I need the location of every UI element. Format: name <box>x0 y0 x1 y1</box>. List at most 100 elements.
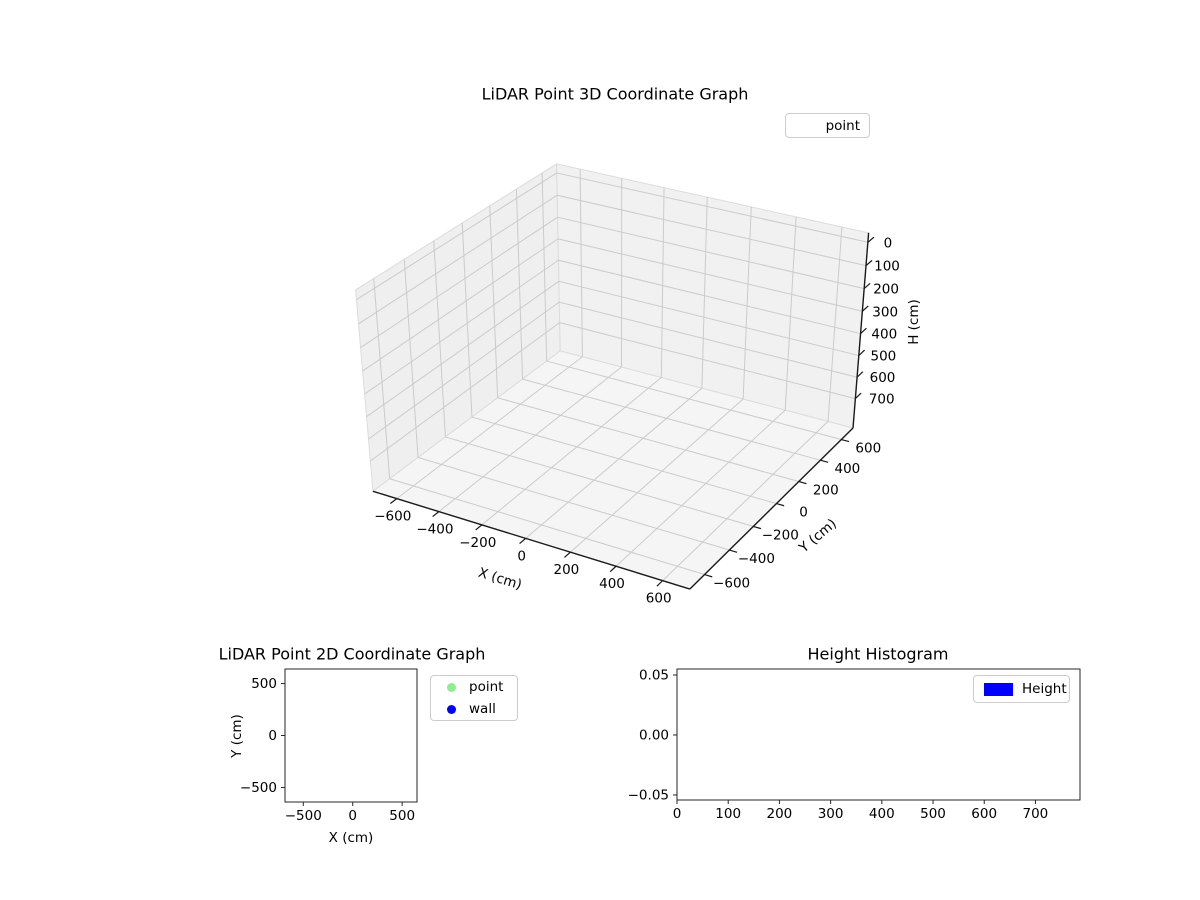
grid-line <box>559 322 856 400</box>
legend-item-wall: wall <box>431 698 517 720</box>
grid-line <box>370 322 560 462</box>
x-tick-label-3d: −600 <box>374 509 411 525</box>
grid-line <box>522 378 821 461</box>
x-tick-label: −500 <box>285 808 322 824</box>
legend-item-height: Height <box>974 678 1069 700</box>
y-tick-label-3d: 200 <box>813 483 839 499</box>
z-tick-mark <box>865 259 873 267</box>
legend-label: point <box>469 679 504 695</box>
grid-line <box>362 238 559 372</box>
plot2d-x-axis-label: X (cm) <box>328 830 374 846</box>
legend-item-point: point <box>786 115 869 137</box>
point-marker-swatch <box>447 682 456 692</box>
x-tick-label: 600 <box>971 806 997 822</box>
grid-line <box>662 421 829 581</box>
x-tick-label-3d: −400 <box>416 522 453 538</box>
x-tick-mark <box>475 524 483 531</box>
grid-line <box>481 377 662 526</box>
legend-label: Height <box>1022 681 1067 697</box>
y-tick-mark <box>798 480 807 485</box>
plot2d-legend: point wall <box>430 675 518 721</box>
y-tick-label: 0.05 <box>639 668 669 684</box>
z-tick-mark <box>863 282 871 290</box>
y-axis-line-3d <box>689 427 854 590</box>
grid-line <box>556 172 868 243</box>
x-tick-label-3d: 0 <box>517 548 526 564</box>
plot3d-z-axis-label: H (cm) <box>906 299 922 345</box>
x-tick-label: 500 <box>389 808 415 824</box>
x-tick-label: 400 <box>869 806 895 822</box>
x-tick-label: 0 <box>348 808 357 824</box>
y-tick-label-3d: 0 <box>799 505 808 521</box>
z-tick-label-3d: 0 <box>884 235 893 251</box>
plot2d-title: LiDAR Point 2D Coordinate Graph <box>218 644 486 664</box>
x-tick-mark <box>564 551 571 558</box>
z-tick-label-3d: 100 <box>874 259 900 275</box>
y-tick-label-3d: −200 <box>762 527 799 543</box>
grid-line <box>389 478 705 576</box>
y-tick-label-3d: 400 <box>835 461 861 477</box>
grid-line <box>558 259 861 335</box>
x-tick-mark <box>432 511 440 518</box>
grid-line <box>364 259 559 395</box>
y-tick-mark <box>841 438 850 443</box>
legend-label: point <box>825 117 860 134</box>
y-tick-label-3d: 600 <box>855 441 881 457</box>
y-tick-mark <box>753 525 762 530</box>
plot2d-y-axis-label: Y (cm) <box>229 714 245 758</box>
grid-line <box>360 216 558 348</box>
x-tick-label-3d: 200 <box>554 562 580 578</box>
z-tick-mark <box>860 327 867 335</box>
z-tick-label-3d: 400 <box>871 327 897 343</box>
grid-line <box>366 280 560 418</box>
grid-line <box>557 238 863 312</box>
x-tick-label: 300 <box>818 806 844 822</box>
grid-line <box>570 398 744 553</box>
grid-line <box>445 436 754 527</box>
grid-line <box>356 172 557 301</box>
y-tick-mark <box>776 502 785 507</box>
z-tick-label-3d: 600 <box>870 370 896 386</box>
z-tick-mark <box>867 236 875 243</box>
x-tick-mark <box>390 498 398 504</box>
z-tick-label-3d: 500 <box>871 349 897 365</box>
grid-line <box>358 194 558 325</box>
grid-line <box>546 360 842 441</box>
grid-line <box>417 457 730 551</box>
z-tick-label-3d: 200 <box>873 282 899 298</box>
x-tick-mark <box>656 580 664 587</box>
height-bar-swatch <box>984 682 1013 696</box>
y-tick-mark <box>704 573 713 578</box>
grid-line <box>557 216 865 290</box>
histogram-legend: Height <box>973 675 1070 703</box>
wall-marker-swatch <box>447 704 456 714</box>
y-tick-label: 500 <box>251 676 277 692</box>
y-tick-label: 0.00 <box>639 728 669 744</box>
histogram-title: Height Histogram <box>807 644 949 664</box>
y-tick-mark <box>729 549 738 553</box>
y-tick-label-3d: −400 <box>738 551 775 567</box>
y-tick-label: −500 <box>240 780 277 796</box>
z-tick-mark <box>858 349 866 356</box>
lidar-2d-axes-frame <box>284 668 418 803</box>
y-tick-mark <box>820 459 829 463</box>
z-tick-label-3d: 300 <box>872 304 898 320</box>
z-tick-label-3d: 700 <box>869 392 895 408</box>
z-tick-mark <box>854 392 862 400</box>
legend-item-point: point <box>431 676 517 698</box>
grid-line <box>438 366 622 513</box>
grid-line <box>497 397 799 482</box>
x-tick-label-3d: 600 <box>646 591 672 607</box>
x-tick-label: 200 <box>767 806 793 822</box>
grid-line <box>615 409 786 567</box>
grid-line <box>559 301 858 378</box>
x-tick-label-3d: −200 <box>459 535 496 551</box>
y-tick-label: −0.05 <box>628 788 669 804</box>
x-tick-label: 0 <box>673 806 682 822</box>
plot3d-title: LiDAR Point 3D Coordinate Graph <box>481 84 749 104</box>
y-tick-label: 0 <box>268 728 277 744</box>
x-tick-label: 500 <box>920 806 946 822</box>
grid-line <box>525 387 703 539</box>
